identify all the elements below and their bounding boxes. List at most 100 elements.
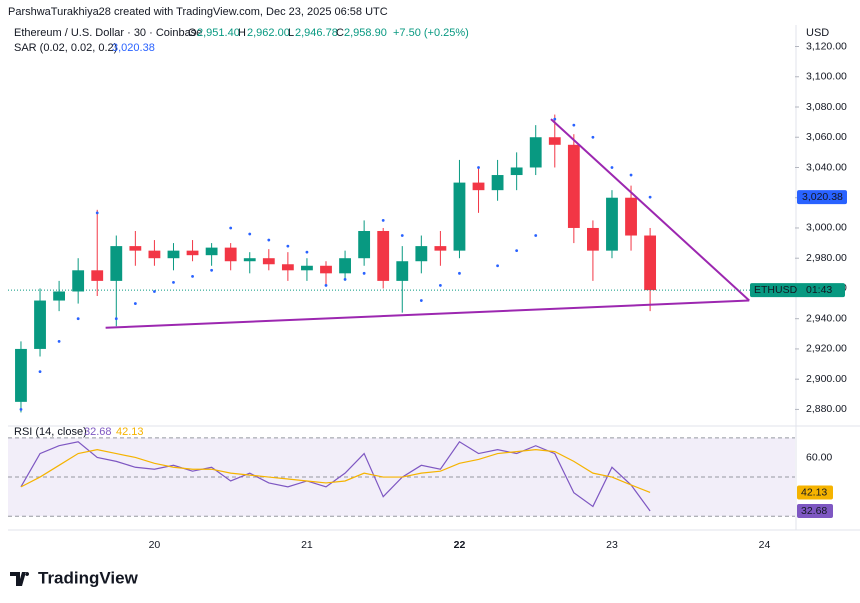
sar-dot [648, 195, 652, 199]
y-tick-label: 3,040.00 [806, 161, 847, 173]
h-value: 2,962.00 [247, 27, 290, 39]
sar-dot [496, 264, 499, 268]
sar-dot [400, 234, 404, 237]
candle-body [453, 182, 466, 251]
sar-dot [381, 219, 385, 222]
sar-dot [172, 280, 175, 284]
sar-dot [191, 274, 194, 278]
candle-body [644, 235, 657, 291]
sar-dot [19, 408, 23, 411]
sar-dot [57, 339, 61, 343]
candle-body [167, 250, 180, 259]
sar-dot [591, 135, 595, 139]
sar-dot [610, 166, 614, 169]
l-label: L [288, 27, 294, 39]
logo-mark [10, 572, 30, 586]
candle-body [587, 227, 599, 251]
candle-body [625, 197, 637, 236]
sar-dot [515, 249, 519, 253]
x-tick-label: 23 [606, 539, 618, 551]
sar-dot [553, 117, 557, 121]
candle-body [205, 247, 218, 256]
candle-body [434, 246, 447, 251]
sar-badge-label: 3,020.38 [802, 191, 843, 203]
rsi-badge [797, 485, 833, 500]
sar-dot [534, 234, 538, 237]
rsi-tick-label: 60.00 [806, 451, 832, 463]
sar-dot [248, 232, 252, 236]
sar-dot [477, 166, 480, 169]
sar-dot [114, 317, 118, 321]
candle-body [262, 258, 275, 265]
x-tick-label: 24 [759, 539, 771, 551]
y-tick-label: 2,900.00 [806, 373, 847, 385]
candle-body [72, 270, 85, 292]
sar-dot [458, 271, 461, 275]
candle-body [53, 291, 66, 301]
candle-body [377, 230, 390, 281]
rsi-title: RSI (14, close) [14, 426, 87, 438]
x-tick-label: 22 [454, 539, 466, 551]
candle-body [243, 258, 256, 262]
candle-body [281, 264, 294, 271]
candle-body [15, 348, 27, 402]
candle-body [129, 246, 142, 251]
sar-dot [324, 284, 328, 287]
badge-symbol: ETHUSD [754, 284, 798, 296]
candle-body [606, 197, 618, 251]
rsi-line [20, 440, 651, 512]
candle-body [415, 246, 428, 262]
attribution: ParshwaTurakhiya28 created with TradingV… [8, 6, 388, 18]
rsi-ma-legend: 42.13 [116, 426, 144, 438]
candle-body [548, 137, 561, 145]
c-label: C [336, 27, 344, 39]
y-tick-label: 3,000.00 [806, 222, 847, 234]
candle-body [491, 175, 504, 191]
rsi-badge-label: 42.13 [801, 486, 827, 498]
candle-body [396, 261, 409, 281]
candle-body [339, 258, 351, 274]
sar-dot [305, 250, 309, 254]
sar-dot [229, 226, 233, 230]
candle-body [472, 182, 485, 191]
y-tick-label: 2,880.00 [806, 403, 847, 415]
candle-body [224, 247, 237, 262]
sar-dot [572, 123, 576, 127]
indicator: SAR (0.02, 0.02, 0.2) [14, 42, 117, 54]
candle-body [529, 137, 542, 168]
sar-dot [133, 302, 137, 305]
sar-dot [267, 238, 271, 242]
sar-dot [438, 284, 442, 287]
price-badge [750, 283, 845, 298]
rsi-legend: 32.68 [84, 426, 112, 438]
y-tick-label: 2,920.00 [806, 343, 847, 355]
o-value: 2,951.40 [197, 27, 240, 39]
x-tick-label: 20 [149, 539, 161, 551]
currency: USD [806, 27, 829, 39]
sar-dot [286, 244, 290, 248]
sar-dot [362, 271, 366, 275]
candle-body [567, 144, 580, 228]
candle-body [358, 230, 371, 259]
badge-time: 01:43 [806, 284, 832, 296]
x-tick-label: 21 [301, 539, 313, 551]
y-tick-label: 3,080.00 [806, 101, 847, 113]
candle-body [186, 250, 199, 256]
rsi-badge-label: 32.68 [801, 505, 827, 517]
sar-dot [343, 277, 347, 281]
rsi-line [20, 449, 651, 494]
indicator-value: 3,020.38 [112, 42, 155, 54]
y-tick-label: 2,940.00 [806, 312, 847, 324]
sar-dot [210, 268, 214, 272]
sar-dot [629, 173, 633, 177]
logo-text: TradingView [38, 568, 139, 587]
y-tick-label: 2,980.00 [806, 252, 847, 264]
candle-body [510, 167, 523, 176]
rsi-badge [797, 503, 833, 518]
trendline [550, 118, 750, 302]
y-tick-label: 3,060.00 [806, 131, 847, 143]
sar-dot [419, 299, 423, 302]
trendline [105, 299, 750, 329]
sar-dot [153, 290, 156, 293]
